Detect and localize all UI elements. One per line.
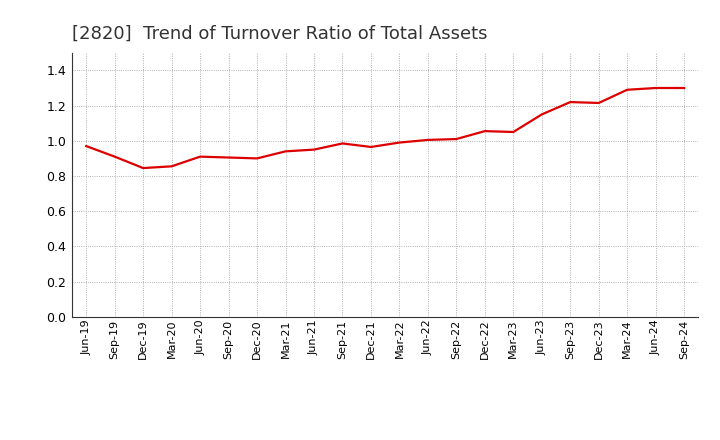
Text: [2820]  Trend of Turnover Ratio of Total Assets: [2820] Trend of Turnover Ratio of Total … bbox=[72, 25, 487, 43]
